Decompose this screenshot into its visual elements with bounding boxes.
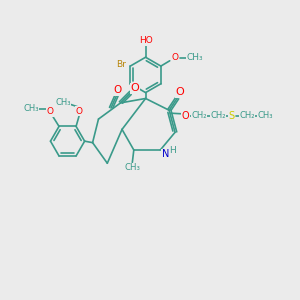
Text: O: O xyxy=(76,106,82,116)
Text: O: O xyxy=(113,85,122,95)
Text: S: S xyxy=(229,110,235,121)
Text: H: H xyxy=(169,146,176,155)
Text: CH₂: CH₂ xyxy=(239,111,255,120)
Text: O: O xyxy=(130,83,139,93)
Text: CH₂: CH₂ xyxy=(191,111,207,120)
Text: O: O xyxy=(46,107,53,116)
Text: CH₃: CH₃ xyxy=(258,111,273,120)
Text: HO: HO xyxy=(139,36,152,45)
Text: O: O xyxy=(182,110,189,121)
Text: CH₃: CH₃ xyxy=(124,163,140,172)
Text: Br: Br xyxy=(116,60,126,69)
Text: CH₃: CH₃ xyxy=(23,104,39,113)
Text: CH₂: CH₂ xyxy=(211,111,226,120)
Text: O: O xyxy=(175,87,184,97)
Text: N: N xyxy=(162,149,169,159)
Text: CH₃: CH₃ xyxy=(55,98,70,107)
Text: O: O xyxy=(172,53,178,62)
Text: CH₃: CH₃ xyxy=(186,53,203,62)
